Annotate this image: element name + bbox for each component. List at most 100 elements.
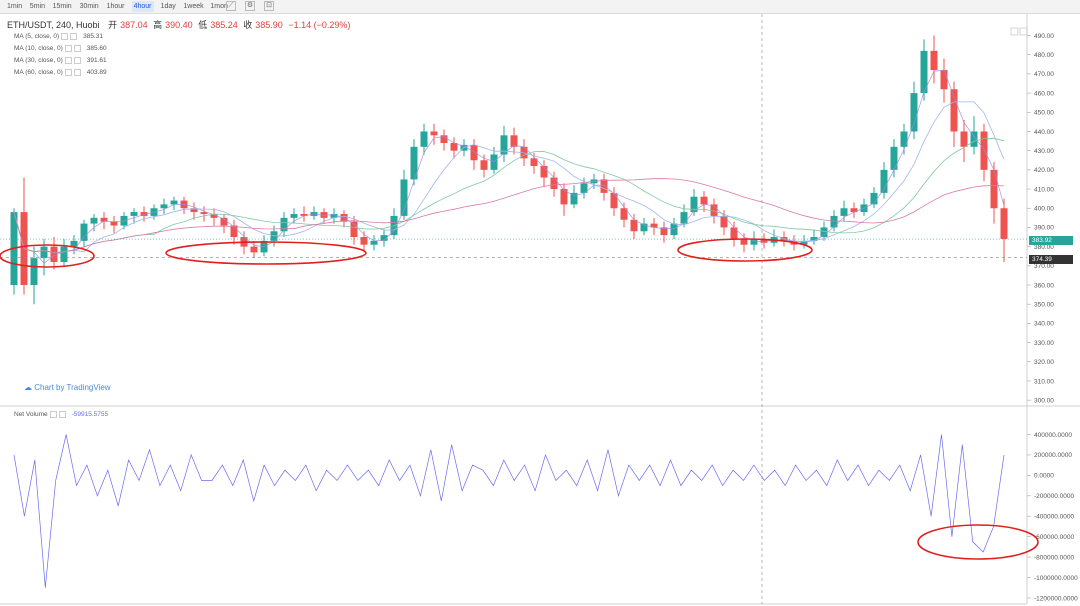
- candle-body: [760, 238, 768, 243]
- candle-body: [900, 131, 908, 147]
- ma30-value: 391.61: [86, 57, 107, 65]
- candle-body: [700, 196, 708, 205]
- ma5-value: 385.31: [83, 33, 104, 41]
- ma5-legend[interactable]: MA (5, close, 0) 385.31: [14, 33, 103, 40]
- ma10-legend[interactable]: MA (10, close, 0) 385.60: [14, 45, 107, 52]
- candle-body: [360, 237, 368, 245]
- net-tick-label: -800000.0000: [1034, 554, 1075, 561]
- candle-body: [350, 221, 358, 238]
- price-tick-label: 310.00: [1034, 378, 1054, 385]
- price-tick-label: 420.00: [1034, 167, 1054, 174]
- tradingview-watermark[interactable]: ☁ Chart by TradingView: [24, 383, 111, 392]
- candle-body: [210, 214, 218, 218]
- candle-body: [720, 215, 728, 228]
- screenshot-icon[interactable]: ⊡: [264, 1, 274, 11]
- candle-body: [620, 208, 628, 220]
- candle-body: [820, 227, 828, 238]
- ma5-label: MA (5, close, 0): [14, 33, 60, 41]
- net-tick-label: -1000000.0000: [1034, 575, 1078, 582]
- timeframe-15min[interactable]: 15min: [52, 3, 72, 10]
- candle-body: [560, 189, 568, 205]
- open-label: 开: [108, 20, 118, 30]
- candle-body: [50, 246, 58, 262]
- settings-icon[interactable]: [49, 411, 57, 418]
- price-tick-label: 350.00: [1034, 302, 1054, 309]
- candle-body: [990, 169, 998, 209]
- candle-body: [30, 258, 38, 286]
- candle-body: [830, 215, 838, 228]
- settings-icon[interactable]: [64, 45, 72, 52]
- cloud-icon: ☁: [24, 383, 35, 392]
- close-icon[interactable]: [73, 69, 81, 76]
- ma60-legend[interactable]: MA (60, close, 0) 403.89: [14, 69, 107, 76]
- settings-icon[interactable]: [61, 33, 69, 40]
- timeframe-1day[interactable]: 1day: [160, 3, 176, 10]
- timeframe-1week[interactable]: 1week: [183, 3, 204, 10]
- timeframe-1mon[interactable]: 1mon: [210, 3, 228, 10]
- candle-body: [170, 200, 178, 205]
- candle-body: [40, 246, 48, 259]
- candle-body: [450, 142, 458, 151]
- annotation-ellipse: [917, 524, 1039, 560]
- close-icon[interactable]: [58, 411, 66, 418]
- candle-body: [910, 93, 918, 132]
- candle-body: [500, 135, 508, 155]
- close-icon[interactable]: [73, 45, 81, 52]
- candle-body: [940, 70, 948, 90]
- ma30-label: MA (30, close, 0): [14, 57, 63, 65]
- symbol-header: ETH/USDT, 240, Huobi 开 387.04 高 390.40 低 38…: [4, 18, 350, 31]
- candle-body: [420, 131, 428, 147]
- net-volume-label: Net Volume: [14, 411, 48, 419]
- high-label: 高: [153, 20, 163, 30]
- ma10-value: 385.60: [86, 45, 107, 53]
- price-tick-label: 430.00: [1034, 148, 1054, 155]
- candle-body: [890, 146, 898, 170]
- candle-body: [550, 177, 558, 190]
- candle-body: [220, 217, 228, 226]
- candle-body: [290, 214, 298, 218]
- candle-body: [1000, 208, 1008, 239]
- candle-body: [600, 179, 608, 193]
- close-icon[interactable]: [70, 33, 78, 40]
- settings-icon[interactable]: [64, 69, 72, 76]
- ma60-line: [13, 178, 1005, 254]
- timeframe-1min[interactable]: 1min: [7, 3, 23, 10]
- ma60-value: 403.89: [86, 69, 107, 77]
- candle-body: [130, 212, 138, 216]
- symbol-label: ETH/USDT, 240, Huobi: [7, 20, 100, 30]
- close-icon[interactable]: [73, 57, 81, 64]
- candle-body: [630, 219, 638, 232]
- candle-body: [510, 135, 518, 147]
- timeframe-1hour[interactable]: 1hour: [106, 3, 125, 10]
- settings-icon[interactable]: [64, 57, 72, 64]
- candle-body: [430, 131, 438, 136]
- ma10-line: [13, 101, 1005, 254]
- price-tick-label: 340.00: [1034, 321, 1054, 328]
- timeframe-4hour[interactable]: 4hour: [131, 1, 154, 12]
- candle-body: [60, 246, 68, 262]
- candle-body: [950, 89, 958, 132]
- candle-body: [90, 217, 98, 224]
- candle-body: [920, 50, 928, 94]
- timeframe-30min[interactable]: 30min: [79, 3, 99, 10]
- candle-body: [660, 227, 668, 236]
- ma30-legend[interactable]: MA (30, close, 0) 391.61: [14, 57, 107, 64]
- candle-body: [570, 192, 578, 205]
- price-tick-label: 440.00: [1034, 129, 1054, 136]
- scale-auto-button: [1010, 27, 1019, 36]
- candle-body: [610, 192, 618, 209]
- net-volume-legend[interactable]: Net Volume -59915.5755: [14, 411, 108, 418]
- price-tick-label: 360.00: [1034, 282, 1054, 289]
- line-tool-icon[interactable]: ⟋: [226, 1, 236, 11]
- candle-body: [490, 154, 498, 170]
- high-value: 390.40: [165, 20, 193, 30]
- candle-body: [650, 223, 658, 228]
- price-tick-label: 400.00: [1034, 206, 1054, 213]
- settings-gear-icon[interactable]: ⚙: [245, 1, 255, 11]
- net-volume-value: -59915.5755: [71, 411, 109, 419]
- candle-body: [690, 196, 698, 213]
- timeframe-5min[interactable]: 5min: [29, 3, 45, 10]
- net-tick-label: -600000.0000: [1034, 534, 1075, 541]
- candle-body: [250, 246, 258, 253]
